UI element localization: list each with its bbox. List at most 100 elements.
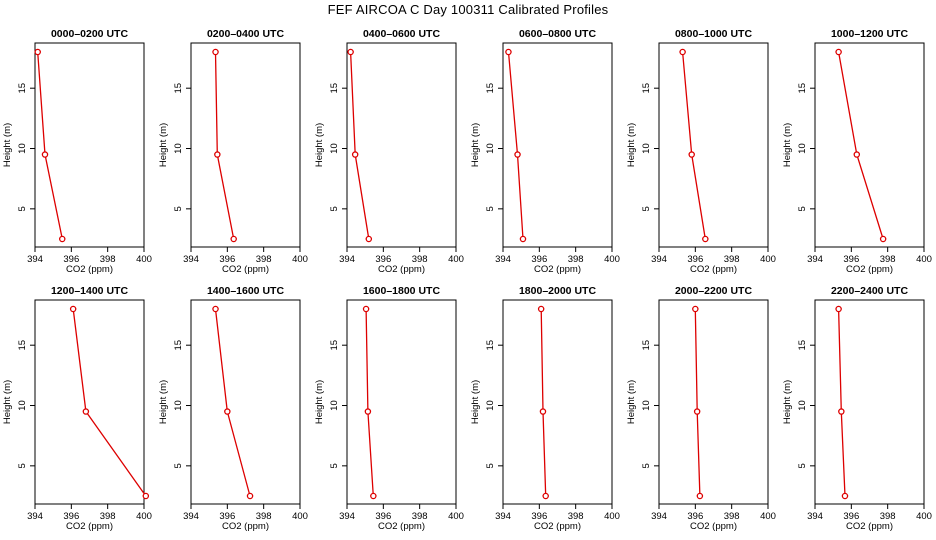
y-tick-label: 10 xyxy=(173,143,184,154)
y-axis-label: Height (m) xyxy=(158,123,169,167)
x-tick-label: 396 xyxy=(219,511,235,522)
x-tick-label: 394 xyxy=(27,511,43,522)
x-tick-label: 396 xyxy=(531,254,547,265)
y-tick-label: 5 xyxy=(641,463,652,468)
y-tick-label: 10 xyxy=(17,400,28,411)
x-axis-label: CO2 (ppm) xyxy=(690,264,737,275)
profile-line xyxy=(349,51,370,240)
x-tick-label: 400 xyxy=(292,254,308,265)
x-tick-label: 400 xyxy=(604,254,620,265)
plot-frame xyxy=(190,299,301,505)
y-tick-label: 5 xyxy=(641,206,652,211)
data-point xyxy=(696,492,704,500)
profile-panel: 0400–0600 UTC 394 396 398 400 5 10 15 CO2 (ppm) H… xyxy=(314,28,464,275)
profile-panel: 2200–2400 UTC 394 396 398 400 5 10 15 CO2 (ppm) H… xyxy=(782,285,932,532)
data-point xyxy=(351,151,359,158)
panel-title: 1800–2000 UTC xyxy=(519,285,596,297)
x-tick-label: 400 xyxy=(916,511,932,522)
x-axis-label: CO2 (ppm) xyxy=(534,264,581,275)
y-tick-label: 10 xyxy=(329,143,340,154)
panel-title: 0800–1000 UTC xyxy=(675,28,752,40)
plot-frame xyxy=(346,42,457,248)
plot-frame xyxy=(34,42,145,248)
x-tick-label: 394 xyxy=(183,254,199,265)
x-tick-label: 394 xyxy=(27,254,43,265)
x-tick-label: 396 xyxy=(375,254,391,265)
data-point xyxy=(505,48,512,56)
x-tick-label: 396 xyxy=(219,254,235,265)
y-tick-label: 15 xyxy=(797,83,808,94)
data-point xyxy=(514,151,521,158)
x-tick-label: 398 xyxy=(568,254,584,265)
y-axis-label: Height (m) xyxy=(626,380,637,424)
x-tick-label: 398 xyxy=(724,511,740,522)
data-point xyxy=(364,408,372,415)
y-tick-label: 15 xyxy=(17,340,28,351)
x-tick-label: 398 xyxy=(100,254,116,265)
x-tick-label: 396 xyxy=(63,254,79,265)
data-point xyxy=(365,235,373,243)
y-axis-label: Height (m) xyxy=(314,123,325,167)
y-tick-label: 15 xyxy=(641,340,652,351)
x-tick-label: 400 xyxy=(760,254,776,265)
x-axis-label: CO2 (ppm) xyxy=(846,264,893,275)
x-tick-label: 400 xyxy=(916,254,932,265)
y-axis-label: Height (m) xyxy=(782,123,793,167)
data-point xyxy=(41,151,49,158)
data-point xyxy=(230,235,237,243)
data-point xyxy=(692,305,699,313)
data-point xyxy=(142,492,150,500)
y-tick-label: 15 xyxy=(797,340,808,351)
y-tick-label: 15 xyxy=(641,83,652,94)
panel-title: 1000–1200 UTC xyxy=(831,28,908,40)
x-tick-label: 400 xyxy=(292,511,308,522)
y-tick-label: 10 xyxy=(641,400,652,411)
panel-title: 1400–1600 UTC xyxy=(207,285,284,297)
x-axis-label: CO2 (ppm) xyxy=(690,521,737,532)
y-tick-label: 5 xyxy=(485,463,496,468)
x-tick-label: 398 xyxy=(412,254,428,265)
data-point xyxy=(212,48,219,56)
y-tick-label: 10 xyxy=(485,400,496,411)
data-point xyxy=(835,305,842,313)
profile-panel: 0000–0200 UTC 394 396 398 400 5 10 15 CO2 (ppm) H… xyxy=(2,28,152,275)
x-tick-label: 398 xyxy=(256,254,272,265)
x-tick-label: 396 xyxy=(687,254,703,265)
x-tick-label: 394 xyxy=(807,254,823,265)
y-axis-label: Height (m) xyxy=(158,380,169,424)
plot-frame xyxy=(34,299,145,505)
data-point xyxy=(214,151,221,158)
x-tick-label: 394 xyxy=(495,254,511,265)
profile-line xyxy=(214,308,251,497)
y-tick-label: 10 xyxy=(797,400,808,411)
x-tick-label: 394 xyxy=(807,511,823,522)
data-point xyxy=(537,305,545,313)
y-axis-label: Height (m) xyxy=(2,123,13,167)
x-axis-label: CO2 (ppm) xyxy=(222,521,269,532)
data-point xyxy=(838,408,845,415)
panel-title: 0000–0200 UTC xyxy=(51,28,128,40)
plot-frame xyxy=(502,299,613,505)
x-tick-label: 394 xyxy=(495,511,511,522)
profile-line xyxy=(694,308,701,497)
x-axis-label: CO2 (ppm) xyxy=(66,521,113,532)
y-axis-label: Height (m) xyxy=(314,380,325,424)
data-point xyxy=(34,48,41,56)
y-tick-label: 10 xyxy=(641,143,652,154)
x-tick-label: 396 xyxy=(687,511,703,522)
y-tick-label: 10 xyxy=(797,143,808,154)
y-tick-label: 15 xyxy=(485,83,496,94)
x-tick-label: 398 xyxy=(880,254,896,265)
x-tick-label: 398 xyxy=(724,254,740,265)
profile-line xyxy=(681,51,706,240)
y-axis-label: Height (m) xyxy=(470,380,481,424)
profile-line xyxy=(507,51,524,240)
y-tick-label: 10 xyxy=(173,400,184,411)
y-tick-label: 15 xyxy=(329,83,340,94)
x-tick-label: 394 xyxy=(651,511,667,522)
data-point xyxy=(693,408,701,415)
profile-line xyxy=(837,51,884,240)
y-tick-label: 5 xyxy=(173,463,184,468)
x-tick-label: 396 xyxy=(531,511,547,522)
